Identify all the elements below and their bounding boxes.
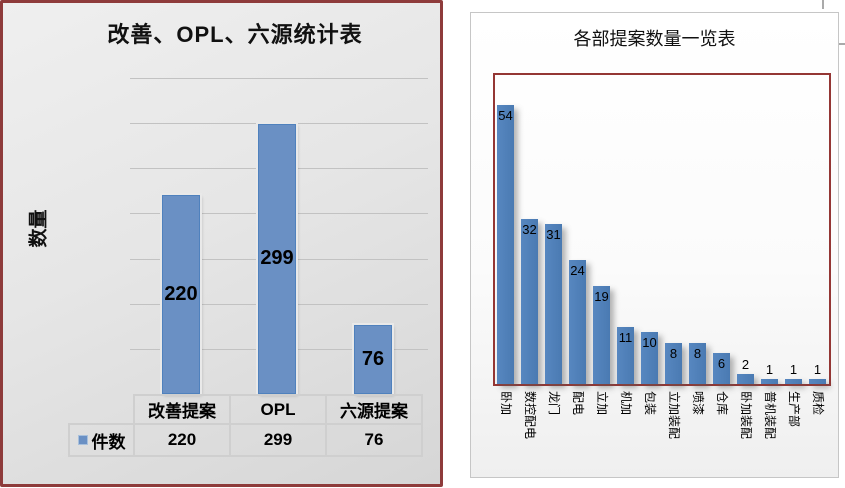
bar-质检[interactable] xyxy=(809,378,826,384)
guide-mark-horizontal xyxy=(839,43,845,45)
table-header-OPL: OPL xyxy=(229,394,327,425)
series-legend-label: 件数 xyxy=(91,432,126,452)
bar-value-label: 54 xyxy=(498,107,513,123)
bar-立加装配[interactable] xyxy=(665,342,682,384)
bar-卧加装配[interactable] xyxy=(737,373,754,384)
right-chart-title: 各部提案数量一览表 xyxy=(573,29,736,49)
table-value-cell: 220 xyxy=(133,423,231,457)
right-chart-plot-area[interactable] xyxy=(493,73,831,386)
bar-value-label: 32 xyxy=(522,221,537,237)
category-label-普机装配: 普机装配 xyxy=(762,391,777,440)
series-legend-swatch xyxy=(77,435,88,445)
category-label-龙门: 龙门 xyxy=(546,391,561,416)
bar-value-label: 1 xyxy=(813,361,822,377)
bar-value-label: 220 xyxy=(164,282,198,305)
bar-value-label: 299 xyxy=(260,247,294,269)
bar-喷漆[interactable] xyxy=(689,342,706,384)
bar-value-label: 8 xyxy=(693,345,702,361)
category-label-仓库: 仓库 xyxy=(714,391,729,416)
table-header-六源提案: 六源提案 xyxy=(325,394,423,425)
category-label-立加装配: 立加装配 xyxy=(666,391,681,440)
table-value-cell: 76 xyxy=(325,423,423,457)
bar-配电[interactable] xyxy=(569,259,586,384)
category-label-配电: 配电 xyxy=(570,391,585,416)
left-chart-title: 改善、OPL、六源统计表 xyxy=(107,22,363,47)
bar-value-label: 1 xyxy=(789,361,798,377)
table-value-cell: 299 xyxy=(229,423,327,457)
department-proposals-chart-panel[interactable]: 各部提案数量一览表 54 32 31 24 19 11 10 8 8 6 2 1 1 1 卧加 数控配电 龙门… xyxy=(470,12,839,478)
bar-普机装配[interactable] xyxy=(761,378,778,384)
improvement-stats-chart-panel[interactable]: 改善、OPL、六源统计表 数量 220 299 76 改善提案 OPL 六源提案 件数 22… xyxy=(0,0,443,487)
bar-value-label: 6 xyxy=(717,355,726,371)
bar-value-label: 24 xyxy=(570,262,585,278)
category-label-喷漆: 喷漆 xyxy=(690,391,705,416)
category-label-卧加装配: 卧加装配 xyxy=(738,391,753,440)
bar-生产部[interactable] xyxy=(785,378,802,384)
bar-value-label: 10 xyxy=(642,335,657,351)
gridline xyxy=(130,123,428,125)
bar-机加[interactable] xyxy=(617,327,634,384)
table-header-改善提案: 改善提案 xyxy=(133,394,231,425)
gridline xyxy=(130,77,428,79)
bar-value-label: 11 xyxy=(618,330,633,346)
bar-value-label: 31 xyxy=(546,226,561,242)
bar-value-label: 76 xyxy=(361,347,385,370)
category-label-卧加: 卧加 xyxy=(498,391,513,416)
bar-OPL[interactable] xyxy=(258,124,296,394)
category-label-包装: 包装 xyxy=(642,391,657,416)
category-label-生产部: 生产部 xyxy=(786,391,801,428)
bar-value-label: 1 xyxy=(765,361,774,377)
category-label-机加: 机加 xyxy=(618,391,633,416)
category-label-立加: 立加 xyxy=(594,391,609,416)
bar-六源提案[interactable] xyxy=(354,325,392,394)
bar-龙门[interactable] xyxy=(545,223,562,384)
bar-卧加[interactable] xyxy=(497,104,514,384)
guide-mark-vertical xyxy=(822,0,824,9)
bar-value-label: 19 xyxy=(594,288,609,304)
bar-改善提案[interactable] xyxy=(162,195,200,394)
category-label-数控配电: 数控配电 xyxy=(522,391,537,440)
category-label-质检: 质检 xyxy=(810,391,825,416)
bar-value-label: 2 xyxy=(741,356,750,372)
bar-value-label: 8 xyxy=(669,345,678,361)
bar-立加[interactable] xyxy=(593,285,610,384)
bar-包装[interactable] xyxy=(641,332,658,384)
left-chart-y-axis-label: 数量 xyxy=(28,209,50,248)
table-series-label: 件数 xyxy=(68,423,135,457)
bar-数控配电[interactable] xyxy=(521,218,538,384)
bar-仓库[interactable] xyxy=(713,352,730,384)
